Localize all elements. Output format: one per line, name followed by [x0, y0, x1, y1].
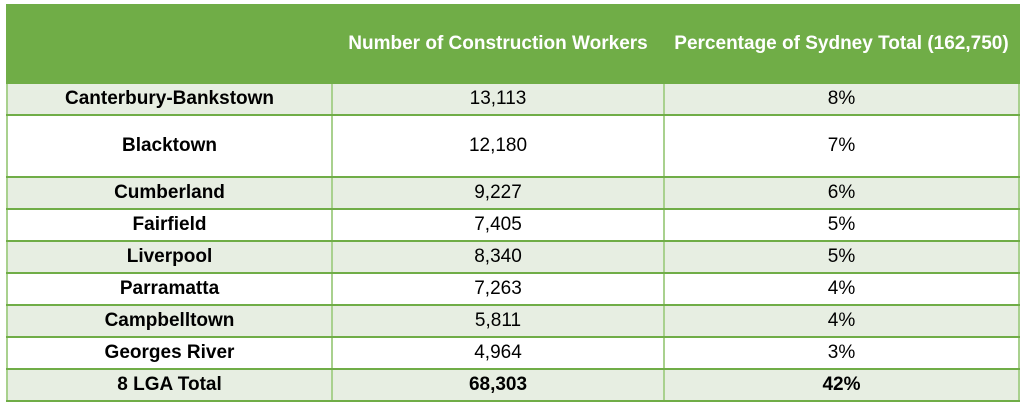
table-row: Cumberland 9,227 6%: [6, 176, 1020, 210]
worker-count: 7,263: [331, 272, 665, 306]
total-workers: 68,303: [331, 368, 665, 402]
table-row: Blacktown 12,180 7%: [6, 114, 1020, 178]
worker-count: 9,227: [331, 176, 665, 210]
sydney-percent: 6%: [663, 176, 1020, 210]
lga-name: Cumberland: [6, 176, 333, 210]
sydney-percent: 4%: [663, 272, 1020, 306]
table-row: Parramatta 7,263 4%: [6, 272, 1020, 306]
table-row: Fairfield 7,405 5%: [6, 208, 1020, 242]
sydney-percent: 5%: [663, 208, 1020, 242]
lga-name: Canterbury-Bankstown: [6, 82, 333, 116]
table-row: Canterbury-Bankstown 13,113 8%: [6, 82, 1020, 116]
worker-count: 13,113: [331, 82, 665, 116]
sydney-percent: 7%: [663, 114, 1020, 178]
table-total-row: 8 LGA Total 68,303 42%: [6, 368, 1020, 402]
construction-workers-table-container: Number of Construction Workers Percentag…: [6, 4, 1020, 402]
sydney-percent: 5%: [663, 240, 1020, 274]
lga-name: Parramatta: [6, 272, 333, 306]
worker-count: 4,964: [331, 336, 665, 370]
sydney-percent: 4%: [663, 304, 1020, 338]
sydney-percent: 8%: [663, 82, 1020, 116]
lga-name: Georges River: [6, 336, 333, 370]
sydney-percent: 3%: [663, 336, 1020, 370]
table-row: Liverpool 8,340 5%: [6, 240, 1020, 274]
total-label: 8 LGA Total: [6, 368, 333, 402]
table-header-row: Number of Construction Workers Percentag…: [6, 4, 1020, 84]
header-percent: Percentage of Sydney Total (162,750): [663, 4, 1020, 84]
lga-name: Blacktown: [6, 114, 333, 178]
construction-workers-table: Number of Construction Workers Percentag…: [6, 4, 1020, 402]
lga-name: Fairfield: [6, 208, 333, 242]
worker-count: 5,811: [331, 304, 665, 338]
lga-name: Liverpool: [6, 240, 333, 274]
worker-count: 8,340: [331, 240, 665, 274]
header-workers: Number of Construction Workers: [331, 4, 665, 84]
table-row: Georges River 4,964 3%: [6, 336, 1020, 370]
table-row: Campbelltown 5,811 4%: [6, 304, 1020, 338]
header-lga: [6, 4, 333, 84]
total-percent: 42%: [663, 368, 1020, 402]
worker-count: 12,180: [331, 114, 665, 178]
lga-name: Campbelltown: [6, 304, 333, 338]
worker-count: 7,405: [331, 208, 665, 242]
